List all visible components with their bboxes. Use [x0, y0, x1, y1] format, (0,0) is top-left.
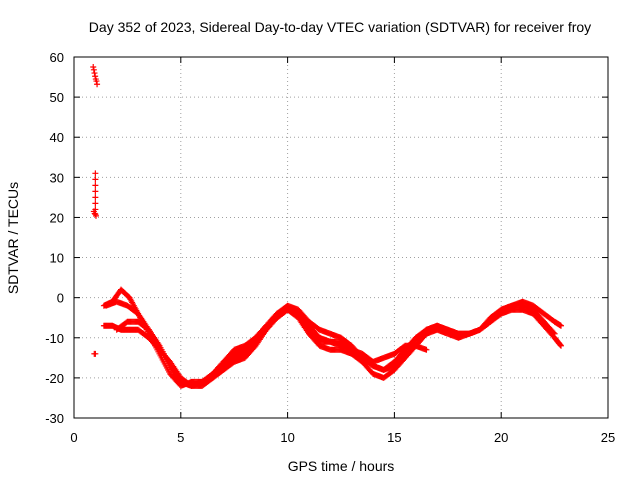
x-tick-label: 25 [601, 430, 615, 445]
y-tick-label: 30 [50, 170, 64, 185]
x-tick-label: 15 [387, 430, 401, 445]
x-tick-label: 0 [70, 430, 77, 445]
data-point [92, 170, 99, 177]
data-point [91, 70, 98, 77]
axis-ticks: 0 5 10 15 20 25 -30 -20 -10 0 10 20 30 40 50 60 [45, 50, 615, 445]
data-point [92, 200, 99, 207]
grid-lines [74, 57, 608, 418]
y-tick-label: 60 [50, 50, 64, 65]
y-axis-label: SDTVAR / TECUs [5, 182, 21, 294]
data-point [94, 81, 101, 88]
data-point [423, 346, 430, 353]
data-points [90, 64, 565, 389]
data-point [92, 188, 99, 195]
y-tick-label: -10 [45, 331, 64, 346]
data-point [92, 182, 99, 189]
data-point [558, 322, 565, 329]
data-point [90, 66, 97, 73]
data-point [92, 194, 99, 201]
data-point [550, 329, 557, 336]
data-point [557, 341, 564, 348]
y-tick-label: 40 [50, 130, 64, 145]
y-tick-label: -30 [45, 411, 64, 426]
data-point [551, 330, 558, 337]
x-axis-label: GPS time / hours [288, 458, 395, 474]
y-tick-label: 0 [57, 291, 64, 306]
data-point [558, 342, 565, 349]
x-tick-label: 20 [494, 430, 508, 445]
y-tick-label: 10 [50, 251, 64, 266]
chart-title: Day 352 of 2023, Sidereal Day-to-day VTE… [89, 19, 591, 35]
y-tick-label: -20 [45, 371, 64, 386]
y-tick-label: 50 [50, 90, 64, 105]
plot-frame [73, 56, 609, 419]
data-point [92, 350, 99, 357]
x-tick-label: 10 [280, 430, 294, 445]
y-tick-label: 20 [50, 210, 64, 225]
data-point [92, 73, 99, 80]
data-point [90, 64, 97, 71]
data-point [92, 176, 99, 183]
data-point [93, 78, 100, 85]
data-point [93, 212, 100, 219]
x-tick-label: 5 [177, 430, 184, 445]
